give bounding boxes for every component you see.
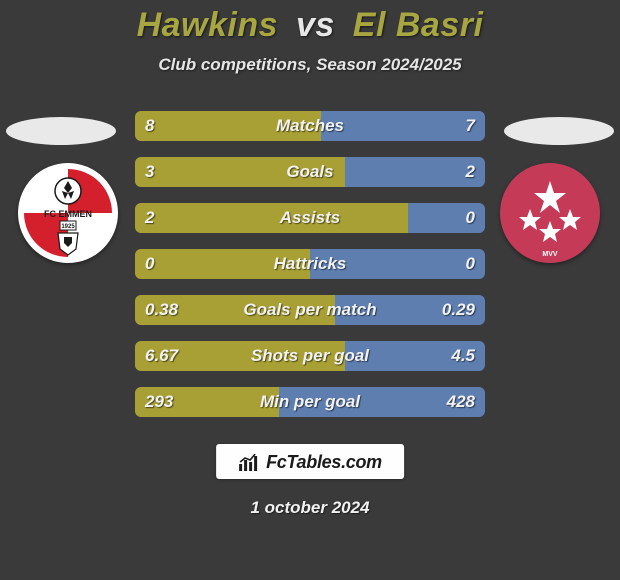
svg-text:1925: 1925 (61, 224, 75, 230)
stat-bar-right: 428 (279, 387, 486, 417)
stat-bar-right: 0 (310, 249, 485, 279)
stat-bar-right: 2 (345, 157, 485, 187)
subtitle: Club competitions, Season 2024/2025 (0, 55, 620, 75)
stat-row: 6.674.5Shots per goal (135, 341, 485, 371)
stat-value-right: 428 (447, 392, 475, 412)
stat-value-left: 0.38 (145, 300, 178, 320)
comparison-card: Hawkins vs El Basri Club competitions, S… (0, 0, 620, 580)
stat-value-right: 0.29 (442, 300, 475, 320)
stat-bar-left: 6.67 (135, 341, 345, 371)
page-title: Hawkins vs El Basri (0, 0, 620, 45)
player1-name: Hawkins (137, 6, 278, 44)
stat-bar-left: 0.38 (135, 295, 335, 325)
stat-bar-left: 293 (135, 387, 279, 417)
stat-row: 20Assists (135, 203, 485, 233)
stat-value-left: 293 (145, 392, 173, 412)
stat-value-right: 7 (466, 116, 475, 136)
stat-value-left: 3 (145, 162, 154, 182)
stat-row: 00Hattricks (135, 249, 485, 279)
right-ellipse-decor (504, 117, 614, 145)
stat-bar-left: 2 (135, 203, 408, 233)
stat-value-right: 4.5 (451, 346, 475, 366)
stat-bar-right: 0 (408, 203, 485, 233)
stat-bar-left: 3 (135, 157, 345, 187)
left-ellipse-decor (6, 117, 116, 145)
stat-row: 32Goals (135, 157, 485, 187)
brand-badge: FcTables.com (216, 444, 404, 479)
stat-value-right: 0 (466, 254, 475, 274)
stat-bar-right: 4.5 (345, 341, 485, 371)
stat-bar-left: 0 (135, 249, 310, 279)
stat-value-left: 0 (145, 254, 154, 274)
vs-separator: vs (296, 6, 335, 44)
stat-bar-right: 7 (321, 111, 486, 141)
stat-bar-right: 0.29 (335, 295, 486, 325)
svg-text:MVV: MVV (542, 251, 558, 258)
stat-value-right: 0 (466, 208, 475, 228)
stat-row: 87Matches (135, 111, 485, 141)
fc-emmen-icon: FC EMMEN 1925 (18, 163, 118, 263)
footer-date: 1 october 2024 (0, 498, 620, 518)
chart-icon (238, 454, 260, 472)
mvv-icon: MVV (500, 163, 600, 263)
stat-value-left: 8 (145, 116, 154, 136)
stat-value-left: 2 (145, 208, 154, 228)
player2-name: El Basri (353, 6, 484, 44)
stat-value-left: 6.67 (145, 346, 178, 366)
stat-rows: 87Matches32Goals20Assists00Hattricks0.38… (135, 111, 485, 433)
stat-row: 293428Min per goal (135, 387, 485, 417)
stat-bar-left: 8 (135, 111, 321, 141)
svg-text:FC EMMEN: FC EMMEN (44, 209, 92, 219)
stat-row: 0.380.29Goals per match (135, 295, 485, 325)
team-badge-right: MVV (500, 163, 600, 263)
stat-value-right: 2 (466, 162, 475, 182)
brand-text: FcTables.com (266, 452, 382, 473)
team-badge-left: FC EMMEN 1925 (18, 163, 118, 263)
